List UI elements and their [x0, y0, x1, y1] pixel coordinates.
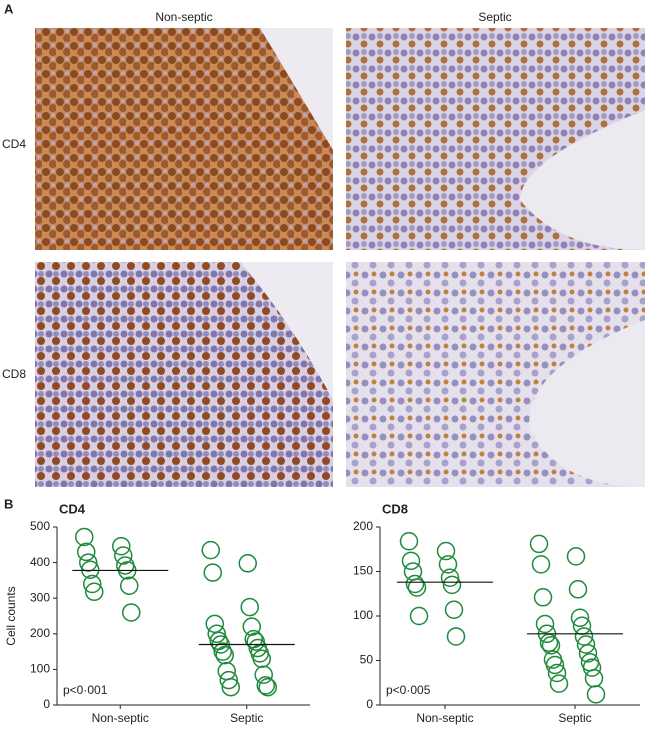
- micrograph-stroma: [529, 320, 645, 487]
- data-point: [114, 546, 133, 565]
- data-point: [570, 608, 590, 628]
- x-tick-label: Septic: [230, 711, 263, 725]
- data-point: [444, 600, 464, 620]
- data-point: [436, 541, 456, 561]
- x-tick-label: Non-septic: [92, 711, 149, 725]
- data-point: [240, 597, 259, 617]
- data-point: [568, 580, 588, 599]
- row-label: CD4: [2, 137, 26, 151]
- y-tick-label: 50: [360, 653, 374, 667]
- data-point: [207, 624, 226, 644]
- data-point: [446, 627, 466, 646]
- data-point: [205, 614, 224, 634]
- data-point: [256, 676, 275, 695]
- data-point: [409, 606, 429, 626]
- data-point: [438, 555, 458, 574]
- data-point: [75, 527, 94, 547]
- data-point: [83, 574, 102, 594]
- p-value: p<0·001: [63, 683, 108, 697]
- data-point: [582, 658, 602, 677]
- data-point: [403, 562, 423, 581]
- y-tick-label: 400: [30, 555, 50, 569]
- data-point: [541, 636, 561, 655]
- y-tick-label: 300: [30, 590, 50, 604]
- data-point: [566, 547, 586, 566]
- data-point: [254, 665, 273, 684]
- micrograph-stroma: [240, 262, 333, 400]
- data-point: [219, 670, 238, 690]
- y-tick-label: 200: [30, 626, 50, 640]
- x-tick-label: Non-septic: [416, 711, 473, 725]
- column-header: Non-septic: [155, 10, 212, 24]
- data-point: [242, 617, 261, 636]
- data-point: [547, 663, 567, 683]
- data-point: [238, 554, 257, 573]
- column-header: Septic: [478, 10, 511, 24]
- panel-label: A: [4, 1, 14, 16]
- y-axis-label: Cell counts: [4, 586, 18, 645]
- data-point: [81, 560, 100, 579]
- data-point: [440, 568, 460, 587]
- data-point: [535, 614, 555, 634]
- data-point: [258, 677, 277, 697]
- data-point: [120, 576, 139, 595]
- data-point: [405, 574, 425, 594]
- data-point: [79, 553, 98, 572]
- panel-label: B: [4, 496, 13, 511]
- data-point: [213, 642, 232, 661]
- data-point: [586, 685, 606, 704]
- data-point: [201, 540, 220, 560]
- data-point: [531, 555, 551, 574]
- data-point: [549, 674, 569, 693]
- data-point: [529, 534, 549, 554]
- p-value: p<0·005: [386, 683, 431, 697]
- data-point: [221, 677, 240, 697]
- data-point: [203, 563, 222, 582]
- data-point: [77, 542, 96, 562]
- y-tick-label: 100: [30, 662, 50, 676]
- chart-title: CD8: [382, 501, 408, 516]
- data-point: [112, 536, 131, 556]
- data-point: [407, 578, 427, 597]
- row-label: CD8: [2, 367, 26, 381]
- data-point: [545, 655, 565, 675]
- data-point: [578, 644, 598, 663]
- y-tick-label: 500: [30, 519, 50, 533]
- data-point: [399, 531, 419, 551]
- chart-title: CD4: [59, 501, 86, 516]
- y-tick-label: 0: [43, 697, 50, 711]
- data-point: [576, 635, 596, 654]
- data-point: [252, 649, 271, 668]
- x-tick-label: Septic: [558, 711, 591, 725]
- data-point: [401, 551, 421, 571]
- y-tick-label: 200: [353, 519, 373, 533]
- micrograph-stroma: [520, 110, 645, 250]
- data-point: [85, 582, 104, 602]
- y-tick-label: 100: [353, 608, 373, 622]
- data-point: [533, 588, 553, 607]
- y-tick-label: 0: [366, 697, 373, 711]
- data-point: [584, 669, 604, 688]
- data-point: [574, 627, 594, 646]
- y-tick-label: 150: [353, 564, 373, 578]
- data-point: [122, 603, 141, 622]
- micrograph-stroma: [260, 28, 333, 150]
- data-point: [442, 575, 462, 595]
